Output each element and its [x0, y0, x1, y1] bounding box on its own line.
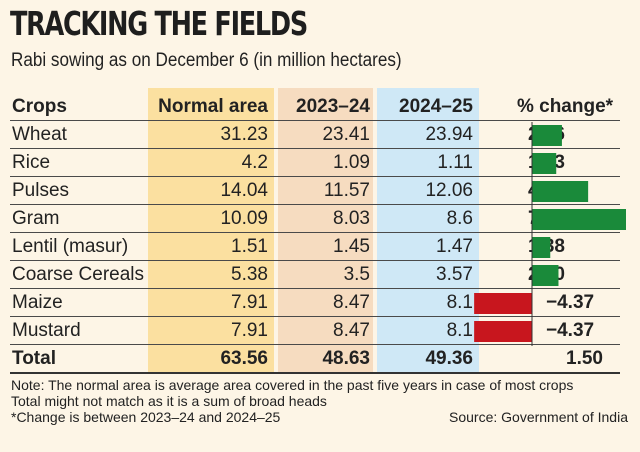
chart-title: TRACKING THE FIELDS	[10, 4, 308, 43]
pct-change-label: 4.24	[528, 180, 565, 201]
value-2024-25: 12.06	[425, 180, 473, 201]
crop-name: Mustard	[12, 320, 81, 341]
header-crops: Crops	[12, 96, 67, 117]
pct-change-label: 2.00	[528, 264, 565, 285]
table-row: Rice 4.2 1.09 1.11 1.83	[10, 149, 620, 177]
pct-change-label: −4.37	[546, 292, 595, 313]
table-row: Coarse Cereals 5.38 3.5 3.57 2.00	[10, 261, 620, 289]
value-2023-24: 1.09	[333, 152, 370, 173]
crop-name: Gram	[12, 208, 60, 229]
crop-name: Coarse Cereals	[12, 264, 144, 285]
header-pct-change: % change*	[516, 96, 614, 117]
normal-area-value: 31.23	[220, 124, 268, 145]
value-2023-24: 8.47	[333, 320, 370, 341]
normal-area-value: 4.2	[241, 152, 268, 173]
total-pct-change: 1.50	[566, 348, 603, 369]
value-2023-24: 11.57	[323, 180, 370, 201]
normal-area-value: 7.91	[231, 320, 268, 341]
crop-name: Rice	[12, 152, 51, 173]
note-line-2: Total might not match as it is a sum of …	[11, 393, 327, 409]
normal-area-value: 7.91	[231, 292, 268, 313]
table-row: Maize 7.91 8.47 8.1 −4.37	[10, 289, 620, 317]
value-2024-25: 1.47	[436, 236, 473, 257]
curr-year-column-bg	[377, 88, 479, 372]
total-2024-25: 49.36	[425, 348, 473, 369]
normal-area-value: 1.51	[231, 236, 268, 257]
crop-name: Wheat	[12, 124, 67, 145]
normal-area-value: 14.04	[220, 180, 268, 201]
value-2024-25: 8.1	[446, 320, 473, 341]
total-label: Total	[12, 348, 56, 369]
value-2024-25: 8.6	[446, 208, 473, 229]
value-2023-24: 8.03	[333, 208, 370, 229]
total-row: Total 63.56 48.63 49.36 1.50	[10, 345, 620, 374]
value-2024-25: 23.94	[425, 124, 473, 145]
total-normal-area: 63.56	[220, 348, 268, 369]
table-row: Gram 10.09 8.03 8.6 7.10	[10, 205, 620, 233]
note-line-1: Note: The normal area is average area co…	[11, 377, 574, 393]
value-2024-25: 1.11	[437, 152, 473, 173]
note-line-3: *Change is between 2023–24 and 2024–25	[11, 409, 281, 425]
value-2024-25: 3.57	[436, 264, 473, 285]
value-2024-25: 8.1	[446, 292, 473, 313]
table-header: Crops Normal area 2023–24 2024–25 % change*	[10, 93, 620, 121]
table-row: Pulses 14.04 11.57 12.06 4.24	[10, 177, 620, 205]
table-row: Wheat 31.23 23.41 23.94 2.26	[10, 121, 620, 149]
value-2023-24: 3.5	[343, 264, 370, 285]
source-note: Source: Government of India	[449, 409, 628, 425]
normal-area-value: 5.38	[231, 264, 268, 285]
pct-change-label: 7.10	[528, 208, 565, 229]
pct-change-label: 2.26	[528, 124, 565, 145]
value-2023-24: 23.41	[322, 124, 370, 145]
pct-change-label: 1.83	[528, 152, 565, 173]
table-row: Lentil (masur) 1.51 1.45 1.47 1.38	[10, 233, 620, 261]
pct-change-label: 1.38	[528, 236, 565, 257]
crop-name: Pulses	[12, 180, 70, 201]
crop-name: Lentil (masur)	[12, 236, 129, 257]
pct-change-label: −4.37	[546, 320, 595, 341]
value-2023-24: 8.47	[333, 292, 370, 313]
header-2023-24: 2023–24	[296, 96, 370, 117]
total-2023-24: 48.63	[322, 348, 370, 369]
value-2023-24: 1.45	[333, 236, 370, 257]
table-row: Mustard 7.91 8.47 8.1 −4.37	[10, 317, 620, 345]
normal-area-column-bg	[148, 88, 274, 372]
chart-subtitle: Rabi sowing as on December 6 (in million…	[11, 50, 402, 71]
normal-area-value: 10.09	[220, 208, 268, 229]
header-2024-25: 2024–25	[399, 96, 473, 117]
prev-year-column-bg	[278, 88, 373, 372]
crop-name: Maize	[12, 292, 63, 313]
header-normal-area: Normal area	[158, 96, 268, 117]
